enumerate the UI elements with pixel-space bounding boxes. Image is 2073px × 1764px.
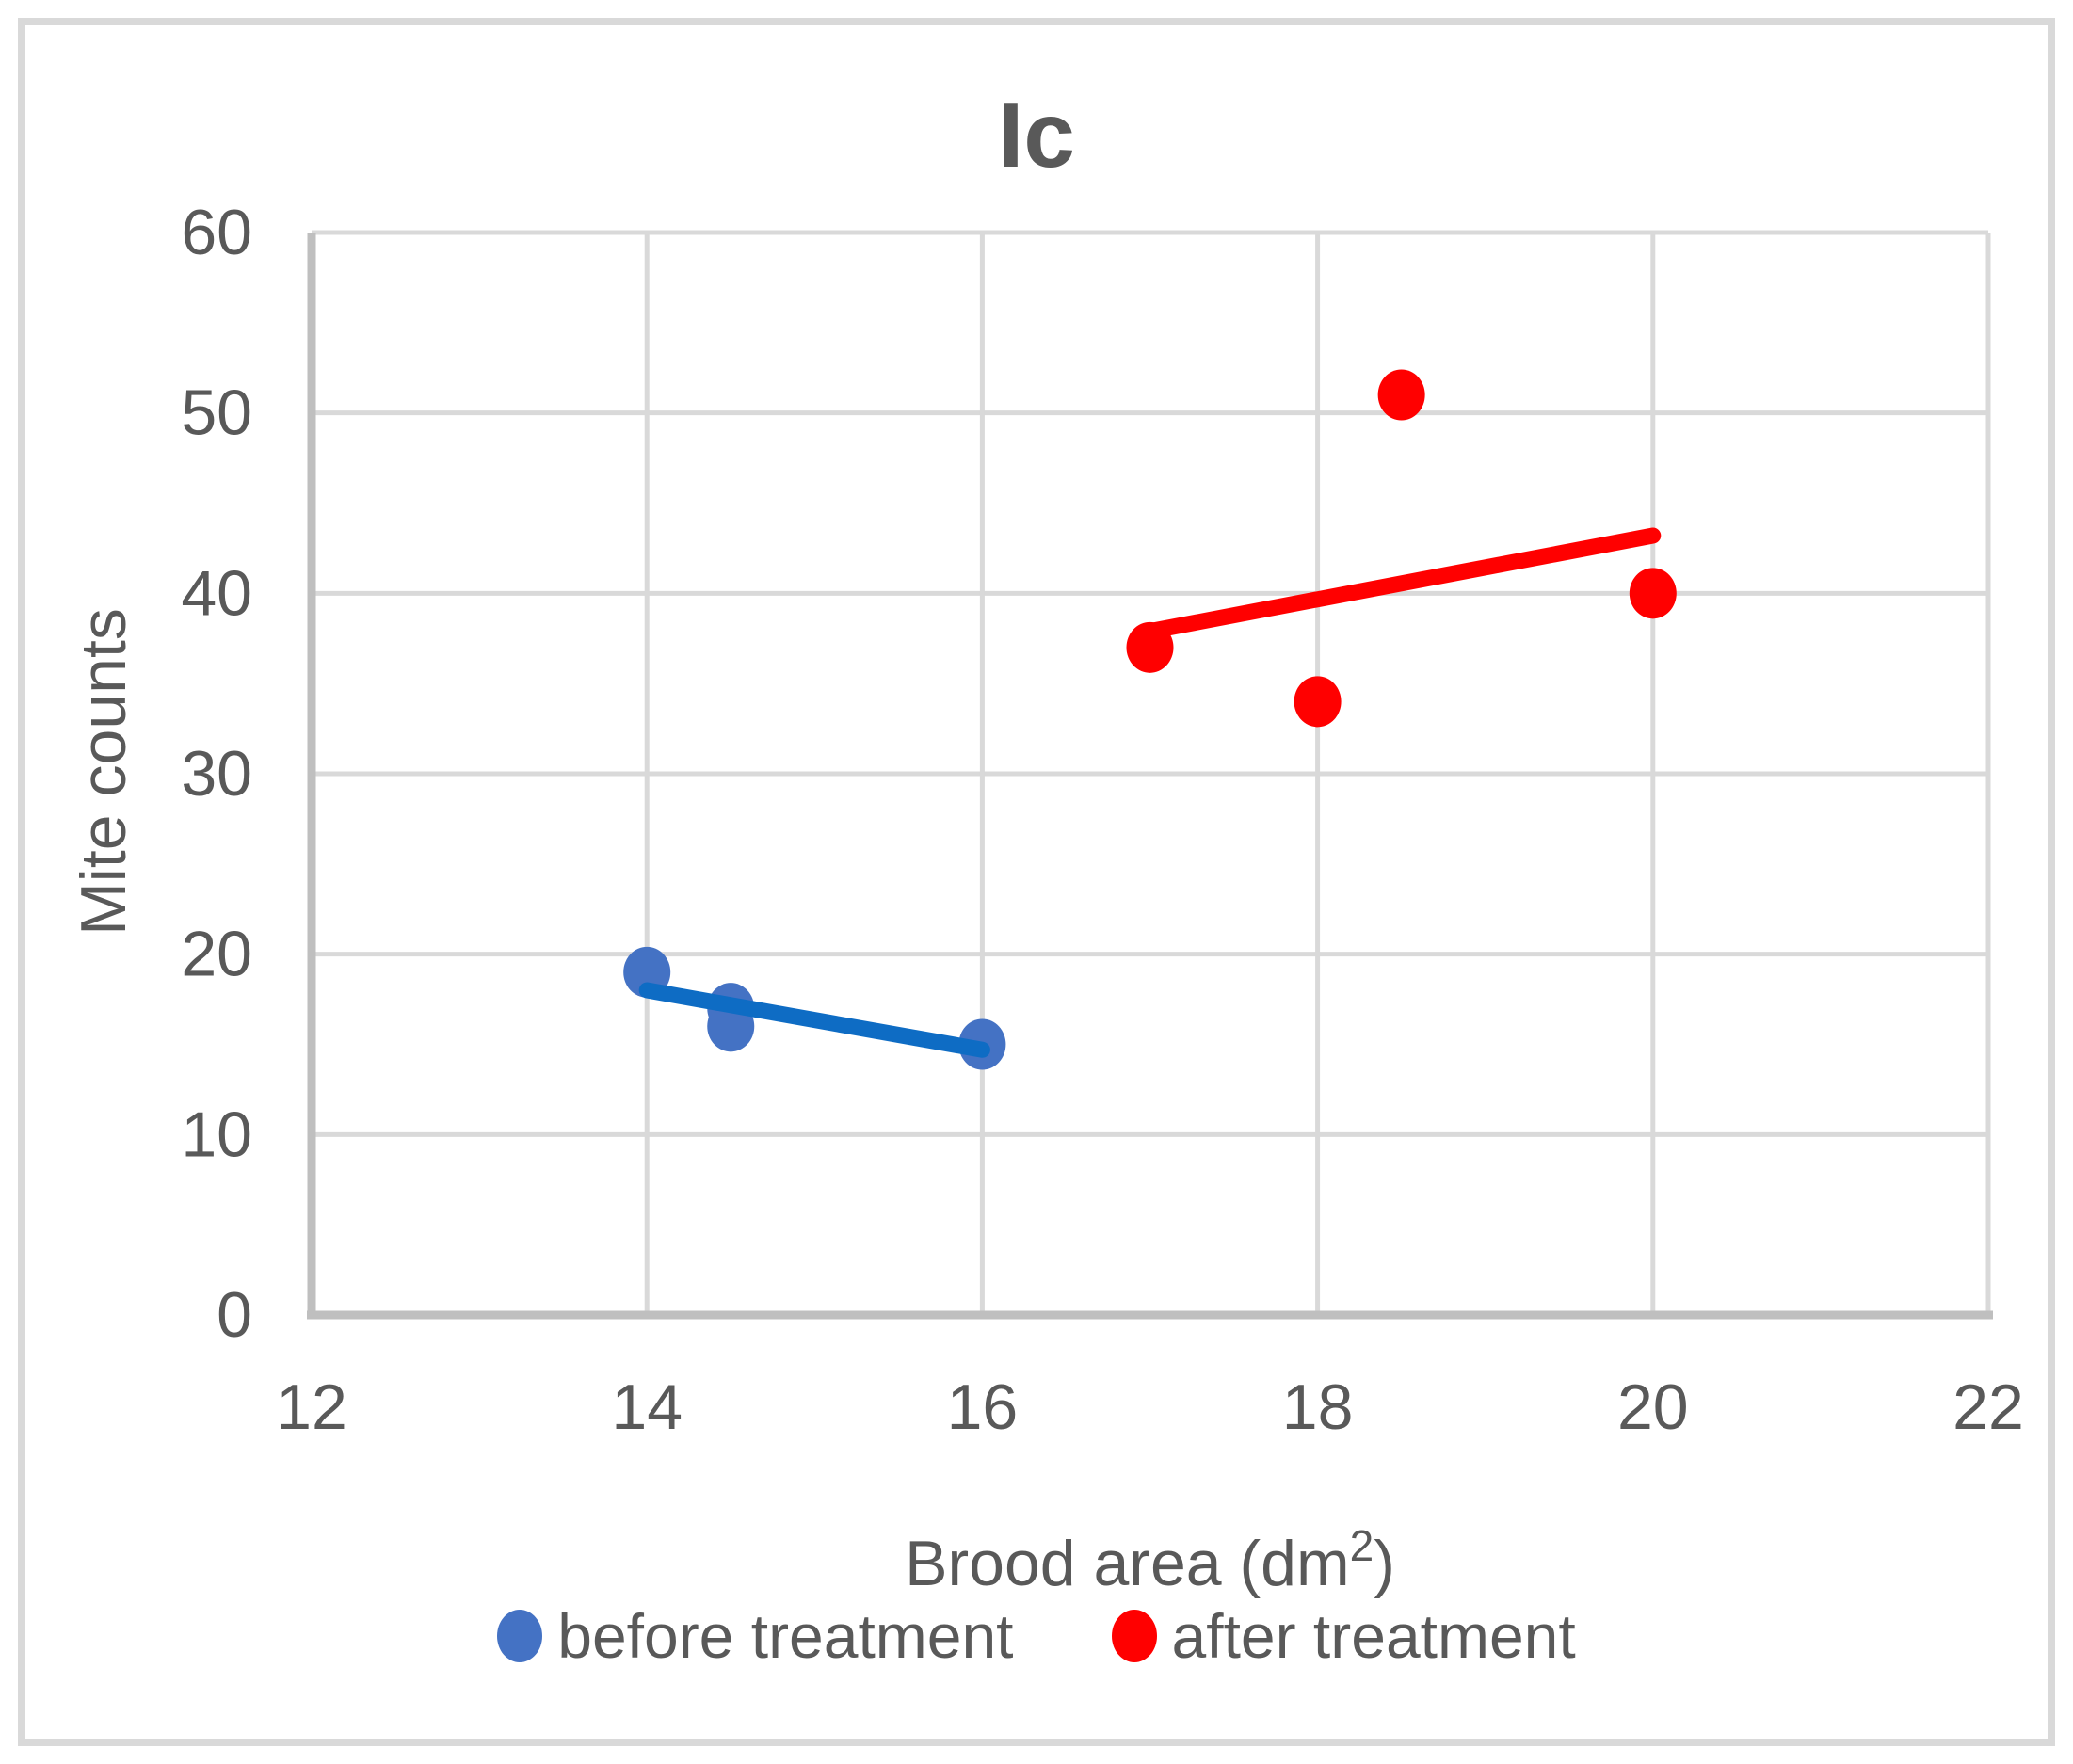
x-tick-label-16: 16 (947, 1371, 1019, 1443)
x-axis-title-suffix: ) (1374, 1528, 1395, 1599)
legend-marker-0 (497, 1610, 543, 1662)
x-axis-title: Brood area (dm2) (312, 1520, 1988, 1600)
marker-after-treatment-1 (1294, 676, 1342, 728)
chart-border (18, 18, 2055, 1746)
y-tick-label-10: 10 (181, 1098, 252, 1170)
x-tick-label-20: 20 (1617, 1371, 1689, 1443)
x-axis-title-text: Brood area (dm (905, 1528, 1350, 1599)
legend-label-after-treatment: after treatment (1171, 1601, 1576, 1671)
x-tick-label-22: 22 (1952, 1371, 2024, 1443)
legend-item-after-treatment: after treatment (1111, 1600, 1576, 1672)
legend: before treatment after treatment (0, 1600, 2073, 1672)
legend-label-before-treatment: before treatment (557, 1601, 1014, 1671)
y-tick-label-0: 0 (217, 1279, 252, 1351)
x-axis-title-superscript: 2 (1349, 1521, 1374, 1570)
chart-title: Ic (998, 83, 1075, 186)
y-tick-label-50: 50 (181, 377, 252, 449)
marker-after-treatment-2 (1377, 369, 1425, 421)
x-tick-label-12: 12 (276, 1371, 347, 1443)
marker-after-treatment-3 (1629, 568, 1677, 619)
trendline-after-treatment (1142, 527, 1662, 640)
y-tick-label-20: 20 (181, 919, 252, 990)
y-tick-label-40: 40 (181, 557, 252, 629)
trendline-before-treatment (638, 982, 990, 1058)
y-tick-label-60: 60 (181, 197, 252, 268)
legend-marker-1 (1111, 1610, 1157, 1662)
x-tick-label-14: 14 (611, 1371, 683, 1443)
legend-item-before-treatment: before treatment (497, 1600, 1014, 1672)
y-tick-label-30: 30 (181, 738, 252, 810)
x-tick-label-18: 18 (1282, 1371, 1354, 1443)
